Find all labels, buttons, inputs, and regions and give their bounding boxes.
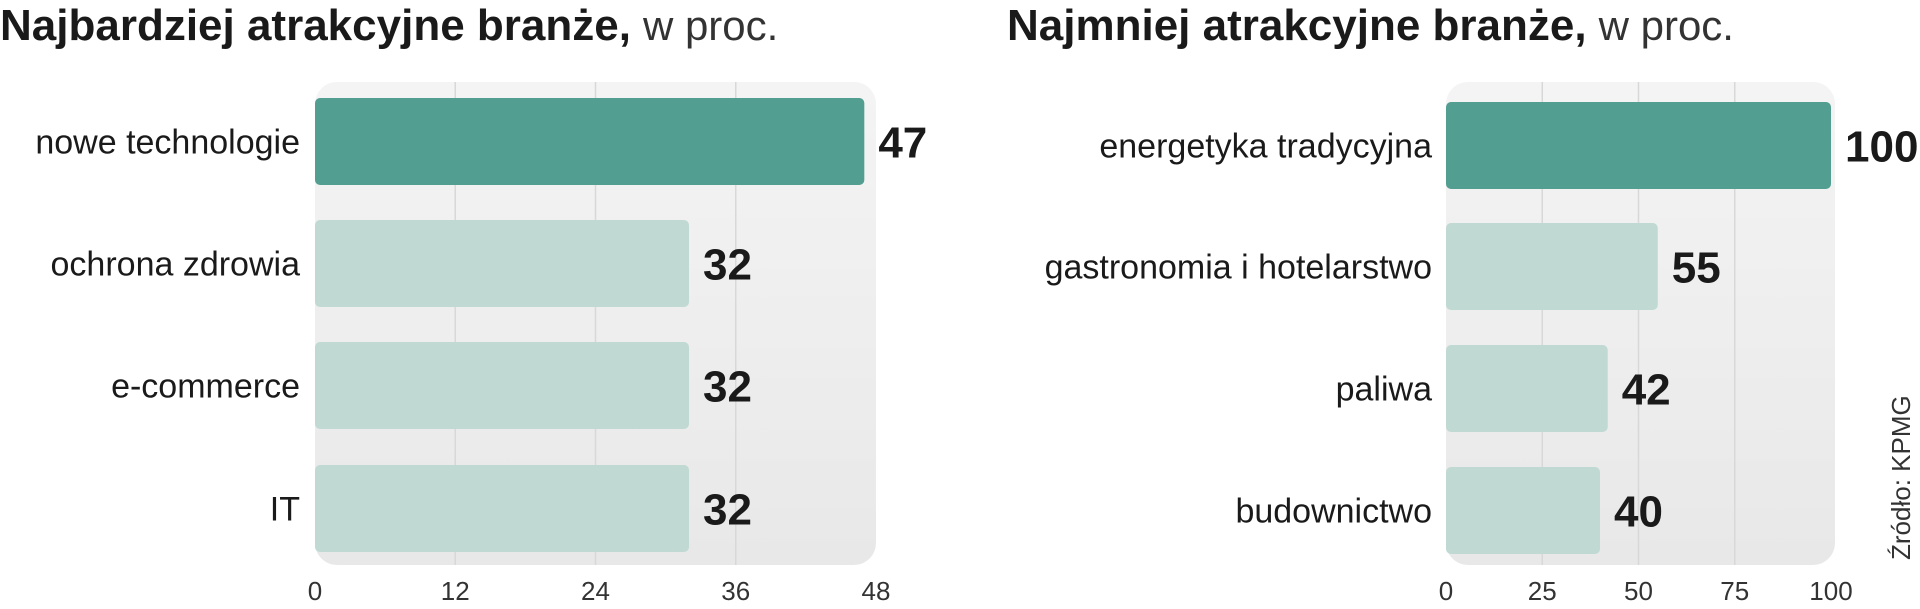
value-label: 55	[1672, 244, 1721, 293]
bar	[315, 98, 865, 185]
value-label: 47	[878, 119, 927, 168]
value-label: 42	[1622, 366, 1671, 415]
category-label: budownictwo	[1235, 493, 1432, 531]
bar	[1446, 102, 1831, 189]
tick-label: 75	[1720, 576, 1749, 606]
chart-right-title-main: Najmniej atrakcyjne branże,	[1007, 1, 1587, 50]
bar	[1446, 345, 1608, 432]
value-label: 100	[1845, 123, 1918, 172]
plot-background	[1446, 82, 1835, 565]
chart-right-title-unit: w proc.	[1598, 2, 1734, 49]
chart-left: Najbardziej atrakcyjne branże, w proc. no…	[0, 1, 927, 606]
tick-label: 0	[308, 576, 322, 606]
category-label: gastronomia i hotelarstwo	[1045, 249, 1432, 287]
chart-right: Najmniej atrakcyjne branże, w proc. energ…	[1007, 1, 1918, 606]
value-label: 32	[703, 241, 752, 290]
tick-label: 48	[862, 576, 891, 606]
category-label: energetyka tradycyjna	[1099, 128, 1432, 166]
bar	[315, 465, 689, 552]
source-note: Źródło: KPMG	[1886, 395, 1916, 560]
tick-label: 25	[1528, 576, 1557, 606]
category-label: e-commerce	[111, 368, 300, 406]
tick-label: 100	[1809, 576, 1852, 606]
chart-left-title-unit: w proc.	[642, 2, 778, 49]
category-label: paliwa	[1336, 371, 1432, 409]
bar	[315, 342, 689, 429]
tick-label: 12	[441, 576, 470, 606]
chart-left-plot: nowe technologie 47 ochrona zdrowia 32 e-com…	[35, 82, 927, 606]
chart-left-title-main: Najbardziej atrakcyjne branże,	[0, 1, 631, 50]
category-label: ochrona zdrowia	[51, 246, 301, 284]
bar	[315, 220, 689, 307]
chart-left-title: Najbardziej atrakcyjne branże, w proc.	[0, 1, 778, 50]
category-label: nowe technologie	[35, 124, 300, 162]
tick-label: 24	[581, 576, 610, 606]
tick-label: 0	[1439, 576, 1453, 606]
value-label: 32	[703, 486, 752, 535]
bar	[1446, 467, 1600, 554]
chart-right-plot: energetyka tradycyjna 100 gastronomia i ho…	[1045, 82, 1918, 606]
value-label: 32	[703, 363, 752, 412]
tick-label: 50	[1624, 576, 1653, 606]
chart-right-title: Najmniej atrakcyjne branże, w proc.	[1007, 1, 1734, 50]
tick-label: 36	[721, 576, 750, 606]
bar	[1446, 223, 1658, 310]
category-label: IT	[270, 491, 300, 529]
value-label: 40	[1614, 488, 1663, 537]
